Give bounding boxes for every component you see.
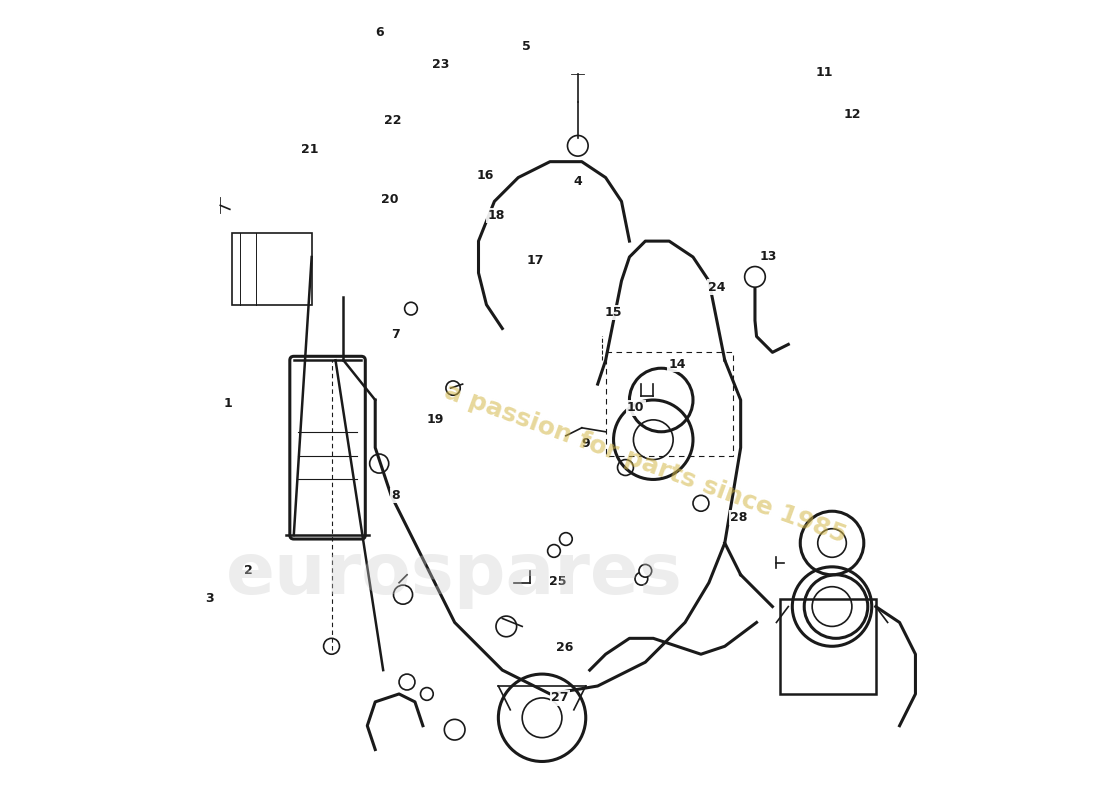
Text: 4: 4 bbox=[573, 175, 582, 188]
Circle shape bbox=[639, 565, 651, 577]
Text: 7: 7 bbox=[390, 328, 399, 342]
Text: 24: 24 bbox=[708, 281, 726, 294]
Text: 25: 25 bbox=[549, 574, 566, 588]
Bar bbox=[780, 598, 876, 694]
Text: eurospares: eurospares bbox=[227, 540, 683, 610]
Circle shape bbox=[405, 302, 417, 315]
Text: 15: 15 bbox=[605, 306, 623, 319]
Text: 2: 2 bbox=[244, 564, 253, 578]
Text: 27: 27 bbox=[551, 691, 569, 705]
FancyBboxPatch shape bbox=[289, 356, 365, 539]
Text: 8: 8 bbox=[390, 489, 399, 502]
Text: 16: 16 bbox=[476, 170, 494, 182]
Text: 21: 21 bbox=[301, 143, 319, 156]
Text: 14: 14 bbox=[669, 358, 686, 370]
Text: 19: 19 bbox=[426, 414, 443, 426]
Text: 26: 26 bbox=[556, 642, 573, 654]
Bar bbox=[232, 233, 311, 305]
Text: 12: 12 bbox=[843, 107, 860, 121]
Text: 13: 13 bbox=[760, 250, 778, 263]
Circle shape bbox=[635, 572, 648, 585]
Circle shape bbox=[548, 545, 560, 558]
Text: 20: 20 bbox=[381, 194, 398, 206]
Text: 17: 17 bbox=[527, 254, 544, 267]
Text: 6: 6 bbox=[375, 26, 384, 39]
Circle shape bbox=[323, 638, 340, 654]
Text: 9: 9 bbox=[582, 437, 590, 450]
Text: 3: 3 bbox=[206, 592, 214, 605]
Text: 28: 28 bbox=[730, 511, 748, 524]
Circle shape bbox=[560, 533, 572, 546]
Circle shape bbox=[370, 454, 388, 473]
Text: 5: 5 bbox=[521, 40, 530, 53]
Text: 10: 10 bbox=[627, 402, 645, 414]
Text: 11: 11 bbox=[815, 66, 833, 79]
Text: 18: 18 bbox=[487, 209, 505, 222]
Text: 22: 22 bbox=[384, 114, 402, 127]
Text: 1: 1 bbox=[224, 398, 232, 410]
Text: 23: 23 bbox=[431, 58, 449, 71]
Text: a passion for parts since 1985: a passion for parts since 1985 bbox=[441, 379, 849, 548]
